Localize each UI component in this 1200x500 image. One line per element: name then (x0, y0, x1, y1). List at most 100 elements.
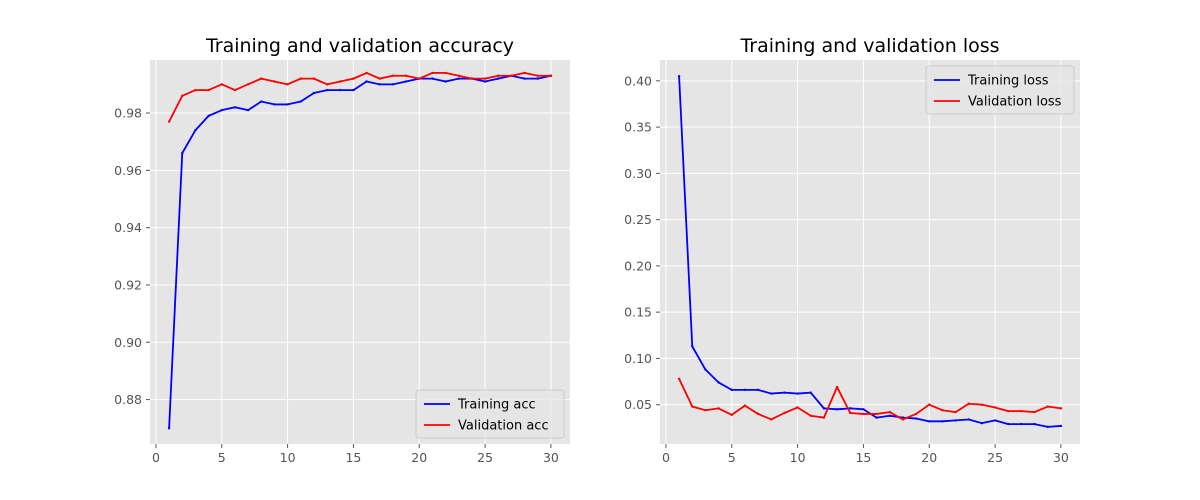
data-point (431, 71, 434, 75)
series-line-validation (168, 72, 551, 123)
data-point (233, 106, 237, 109)
data-point (273, 80, 276, 83)
chart-title: Training and validation accuracy (205, 35, 514, 57)
data-point (1033, 422, 1036, 426)
x-tick-label: 0 (662, 450, 670, 465)
data-point (444, 71, 447, 75)
data-point (457, 77, 460, 80)
y-tick-label: 0.40 (624, 73, 652, 88)
x-tick-label: 30 (543, 450, 559, 465)
y-tick-label: 0.94 (114, 220, 142, 235)
x-tick-label: 10 (280, 450, 296, 465)
data-point (954, 410, 957, 414)
data-point (404, 74, 408, 77)
series-line-validation (678, 378, 1062, 421)
data-point (207, 88, 210, 92)
data-point (497, 77, 500, 80)
data-point (233, 88, 237, 92)
data-point (523, 71, 526, 75)
data-point (888, 414, 891, 417)
data-point (677, 377, 681, 380)
data-point (325, 88, 329, 92)
legend-label: Training loss (967, 74, 1049, 89)
data-point (497, 74, 500, 77)
x-tick-label: 15 (855, 450, 871, 465)
accuracy-chart: 0 5 10 15 20 25 30 0.88 0.90 0.92 0.94 0.96 0.98 Trai… (114, 35, 570, 465)
data-point (704, 409, 707, 412)
data-point (809, 391, 812, 394)
data-point (167, 427, 171, 430)
legend: Training acc Validation acc (415, 389, 565, 439)
data-point (246, 108, 250, 112)
data-point (730, 413, 733, 417)
data-point (1059, 407, 1063, 410)
data-point (220, 83, 223, 86)
x-tick-label: 25 (477, 450, 493, 465)
loss-chart: 0 5 10 15 20 25 30 0.05 0.10 0.15 0.20 0.25 0.30 0.35… (624, 35, 1080, 465)
legend-box (415, 389, 565, 439)
data-point (378, 83, 381, 86)
data-point (1046, 405, 1049, 408)
data-point (312, 77, 316, 80)
data-point (418, 77, 421, 80)
data-point (756, 412, 760, 416)
data-point (783, 411, 786, 415)
data-point (181, 151, 184, 155)
data-point (194, 88, 197, 92)
data-point (510, 74, 513, 77)
data-point (286, 83, 289, 86)
data-point (914, 412, 918, 416)
data-point (875, 412, 878, 416)
data-point (980, 403, 984, 406)
data-point (260, 77, 263, 80)
data-point (809, 414, 812, 417)
data-point (717, 407, 720, 410)
x-tick-label: 0 (152, 450, 160, 465)
data-point (849, 411, 852, 415)
data-point (822, 407, 826, 410)
data-point (730, 388, 733, 392)
data-point (875, 416, 878, 419)
data-point (246, 83, 250, 86)
x-tick-label: 30 (1053, 450, 1069, 465)
legend-label: Validation loss (968, 95, 1062, 110)
x-tick-label: 5 (218, 450, 226, 465)
data-point (391, 74, 395, 77)
legend-box (925, 65, 1075, 115)
data-point (1033, 410, 1036, 414)
data-point (743, 388, 747, 392)
data-point (796, 406, 799, 409)
data-point (325, 83, 329, 86)
data-point (691, 345, 694, 348)
data-point (352, 88, 355, 92)
data-point (993, 419, 997, 422)
y-tick-label: 0.92 (114, 277, 142, 292)
data-point (181, 94, 184, 98)
data-point (457, 74, 460, 77)
data-point (483, 77, 487, 80)
y-tick-label: 0.90 (114, 335, 142, 350)
plot-area (660, 60, 1080, 444)
data-point (862, 408, 865, 411)
plot-area (150, 60, 570, 444)
data-point (260, 100, 263, 103)
data-point (365, 80, 368, 83)
y-tick-label: 0.10 (624, 351, 652, 366)
data-point (194, 129, 197, 132)
data-point (967, 402, 970, 405)
data-point (928, 403, 931, 406)
legend-label: Validation acc (458, 419, 549, 434)
x-tick-label: 10 (790, 450, 806, 465)
data-point (967, 418, 970, 421)
y-tick-label: 0.96 (114, 163, 142, 178)
data-point (743, 404, 747, 407)
data-point (378, 77, 381, 80)
x-tick-label: 25 (987, 450, 1003, 465)
data-point (536, 74, 539, 77)
y-tick-label: 0.35 (624, 120, 652, 135)
y-tick-label: 0.98 (114, 106, 142, 121)
data-point (352, 77, 355, 80)
data-point (770, 418, 773, 421)
data-point (273, 103, 276, 106)
data-point (1007, 422, 1010, 426)
